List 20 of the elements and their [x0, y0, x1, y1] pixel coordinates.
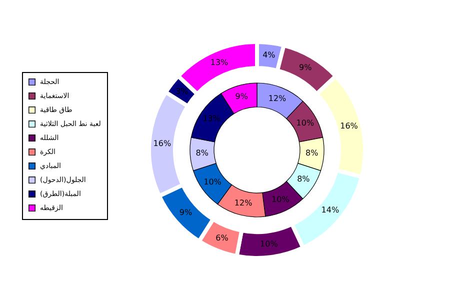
data-label: 16%: [340, 121, 358, 130]
data-label: 9%: [235, 92, 248, 102]
data-label: 10%: [272, 194, 290, 204]
data-label: 8%: [196, 148, 209, 158]
data-label: 8%: [297, 174, 310, 184]
data-label: 9%: [179, 208, 192, 217]
data-label: 13%: [210, 58, 229, 67]
data-label: 14%: [321, 206, 340, 215]
data-label: 12%: [234, 198, 253, 208]
data-label: 12%: [268, 94, 287, 103]
data-label: 13%: [202, 114, 221, 124]
data-label: 3%: [176, 86, 189, 96]
data-label: 10%: [296, 118, 314, 128]
data-label: 10%: [204, 177, 222, 186]
data-label: 9%: [299, 63, 312, 72]
data-label: 8%: [306, 148, 319, 158]
data-label: 6%: [216, 233, 229, 242]
data-label: 4%: [262, 50, 276, 60]
data-label: 10%: [260, 239, 278, 248]
data-label: 16%: [153, 139, 172, 148]
